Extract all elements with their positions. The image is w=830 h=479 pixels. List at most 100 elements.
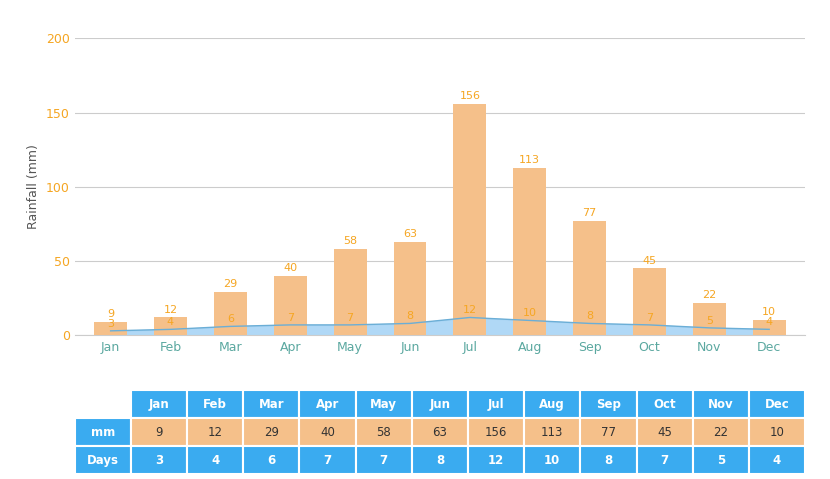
Bar: [412, 418, 468, 446]
Bar: [393, 242, 427, 335]
Text: 4: 4: [167, 317, 174, 327]
Bar: [580, 446, 637, 474]
Bar: [580, 418, 637, 446]
Bar: [573, 221, 606, 335]
Text: 10: 10: [769, 426, 784, 439]
Bar: [300, 390, 355, 418]
Text: 58: 58: [376, 426, 391, 439]
Text: 63: 63: [432, 426, 447, 439]
Text: 6: 6: [227, 314, 234, 324]
Bar: [300, 418, 355, 446]
Text: 10: 10: [544, 454, 560, 467]
Bar: [94, 322, 127, 335]
Bar: [355, 446, 412, 474]
Bar: [355, 390, 412, 418]
Legend: Average Precipitation(mm), Average Rain Days: Average Precipitation(mm), Average Rain …: [258, 401, 622, 424]
Text: Nov: Nov: [708, 398, 734, 411]
Text: 7: 7: [347, 313, 354, 323]
Text: 45: 45: [657, 426, 672, 439]
Bar: [412, 390, 468, 418]
Text: Dec: Dec: [764, 398, 789, 411]
Text: 7: 7: [646, 313, 653, 323]
Text: 5: 5: [706, 316, 713, 326]
Bar: [243, 418, 300, 446]
Text: 45: 45: [642, 255, 657, 265]
Bar: [525, 390, 580, 418]
Text: 113: 113: [520, 155, 540, 165]
Text: 9: 9: [155, 426, 163, 439]
Text: Aug: Aug: [540, 398, 565, 411]
Text: 40: 40: [320, 426, 335, 439]
Text: 10: 10: [762, 308, 776, 318]
Bar: [300, 446, 355, 474]
Bar: [637, 390, 693, 418]
Bar: [637, 418, 693, 446]
Bar: [749, 418, 805, 446]
Bar: [243, 446, 300, 474]
Bar: [513, 168, 546, 335]
Text: Jul: Jul: [488, 398, 505, 411]
Text: 8: 8: [436, 454, 444, 467]
Text: 156: 156: [459, 91, 481, 101]
Bar: [633, 269, 666, 335]
Text: 8: 8: [604, 454, 613, 467]
Text: 77: 77: [583, 208, 597, 218]
Bar: [693, 303, 725, 335]
Text: 77: 77: [601, 426, 616, 439]
Text: 3: 3: [155, 454, 163, 467]
Bar: [749, 446, 805, 474]
Bar: [214, 292, 247, 335]
Text: 40: 40: [283, 263, 297, 273]
Bar: [580, 390, 637, 418]
Text: May: May: [370, 398, 398, 411]
Text: 63: 63: [403, 229, 417, 239]
Bar: [187, 418, 243, 446]
Bar: [412, 446, 468, 474]
Bar: [154, 318, 187, 335]
Bar: [131, 418, 187, 446]
Text: 12: 12: [463, 305, 477, 315]
Text: 8: 8: [407, 311, 413, 321]
Text: 10: 10: [523, 308, 537, 318]
Text: Jun: Jun: [429, 398, 451, 411]
Bar: [749, 390, 805, 418]
Text: Feb: Feb: [203, 398, 227, 411]
Bar: [75, 390, 131, 418]
Text: 9: 9: [107, 309, 115, 319]
Text: 7: 7: [286, 313, 294, 323]
Text: 4: 4: [765, 317, 773, 327]
Text: 3: 3: [107, 319, 114, 329]
Bar: [334, 249, 367, 335]
Text: mm: mm: [90, 426, 115, 439]
Text: 12: 12: [488, 454, 504, 467]
Text: Sep: Sep: [596, 398, 621, 411]
Bar: [753, 320, 786, 335]
Bar: [355, 418, 412, 446]
Bar: [525, 418, 580, 446]
Text: 7: 7: [324, 454, 332, 467]
Bar: [187, 446, 243, 474]
Text: 7: 7: [379, 454, 388, 467]
Text: 29: 29: [264, 426, 279, 439]
Bar: [525, 446, 580, 474]
Bar: [243, 390, 300, 418]
Text: 12: 12: [164, 305, 178, 315]
Bar: [468, 446, 525, 474]
Bar: [468, 418, 525, 446]
Bar: [75, 418, 131, 446]
Text: Mar: Mar: [258, 398, 284, 411]
Bar: [187, 390, 243, 418]
Text: 29: 29: [223, 279, 237, 289]
Text: 4: 4: [773, 454, 781, 467]
Y-axis label: Rainfall (mm): Rainfall (mm): [27, 144, 41, 229]
Text: Jan: Jan: [149, 398, 169, 411]
Text: 113: 113: [541, 426, 564, 439]
Bar: [131, 390, 187, 418]
Bar: [453, 103, 486, 335]
Bar: [693, 390, 749, 418]
Text: 12: 12: [208, 426, 222, 439]
Text: 4: 4: [211, 454, 219, 467]
Text: 22: 22: [702, 290, 716, 300]
Text: 156: 156: [485, 426, 507, 439]
Text: 5: 5: [716, 454, 725, 467]
